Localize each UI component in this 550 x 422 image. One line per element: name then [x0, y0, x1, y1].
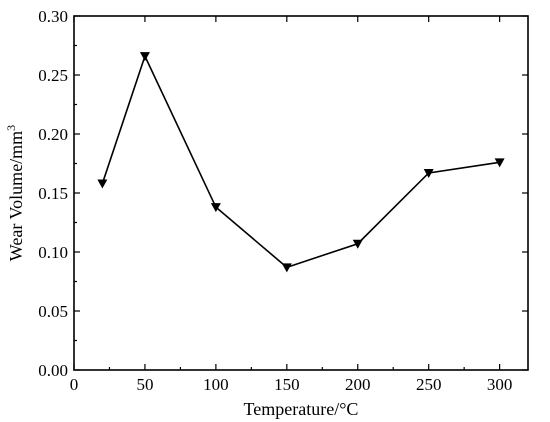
x-tick-label: 200	[345, 375, 371, 394]
data-point-marker	[97, 179, 108, 189]
data-point-marker	[352, 239, 363, 249]
x-tick-label: 300	[487, 375, 513, 394]
x-axis: 0 50 100 150 200 250 300	[70, 16, 513, 394]
y-axis-title-text: Wear Volume/mm	[6, 131, 26, 261]
plot-frame	[73, 15, 529, 371]
x-tick-label: 0	[70, 375, 79, 394]
y-tick-label: 0.25	[38, 66, 68, 85]
series-layer	[97, 52, 505, 273]
y-axis-title-superscript: 3	[4, 125, 18, 131]
y-axis-title: Wear Volume/mm3	[4, 125, 26, 261]
x-tick-label: 250	[416, 375, 442, 394]
plot-area-border	[73, 15, 529, 371]
x-tick-label: 100	[203, 375, 229, 394]
y-axis: 0.00 0.05 0.10 0.15 0.20 0.25 0.30	[38, 7, 528, 380]
data-point-marker	[210, 203, 221, 213]
data-point-marker	[139, 52, 150, 62]
y-tick-label: 0.15	[38, 184, 68, 203]
y-tick-label: 0.05	[38, 302, 68, 321]
x-tick-label: 150	[274, 375, 300, 394]
y-tick-label: 0.30	[38, 7, 68, 26]
y-tick-label: 0.00	[38, 361, 68, 380]
series-line	[101, 53, 500, 269]
data-point-marker	[494, 158, 505, 168]
y-tick-label: 0.20	[38, 125, 68, 144]
data-point-marker	[281, 263, 292, 273]
y-tick-label: 0.10	[38, 243, 68, 262]
x-tick-label: 50	[136, 375, 153, 394]
data-point-marker	[423, 168, 434, 178]
x-axis-title: Temperature/°C	[244, 399, 359, 419]
